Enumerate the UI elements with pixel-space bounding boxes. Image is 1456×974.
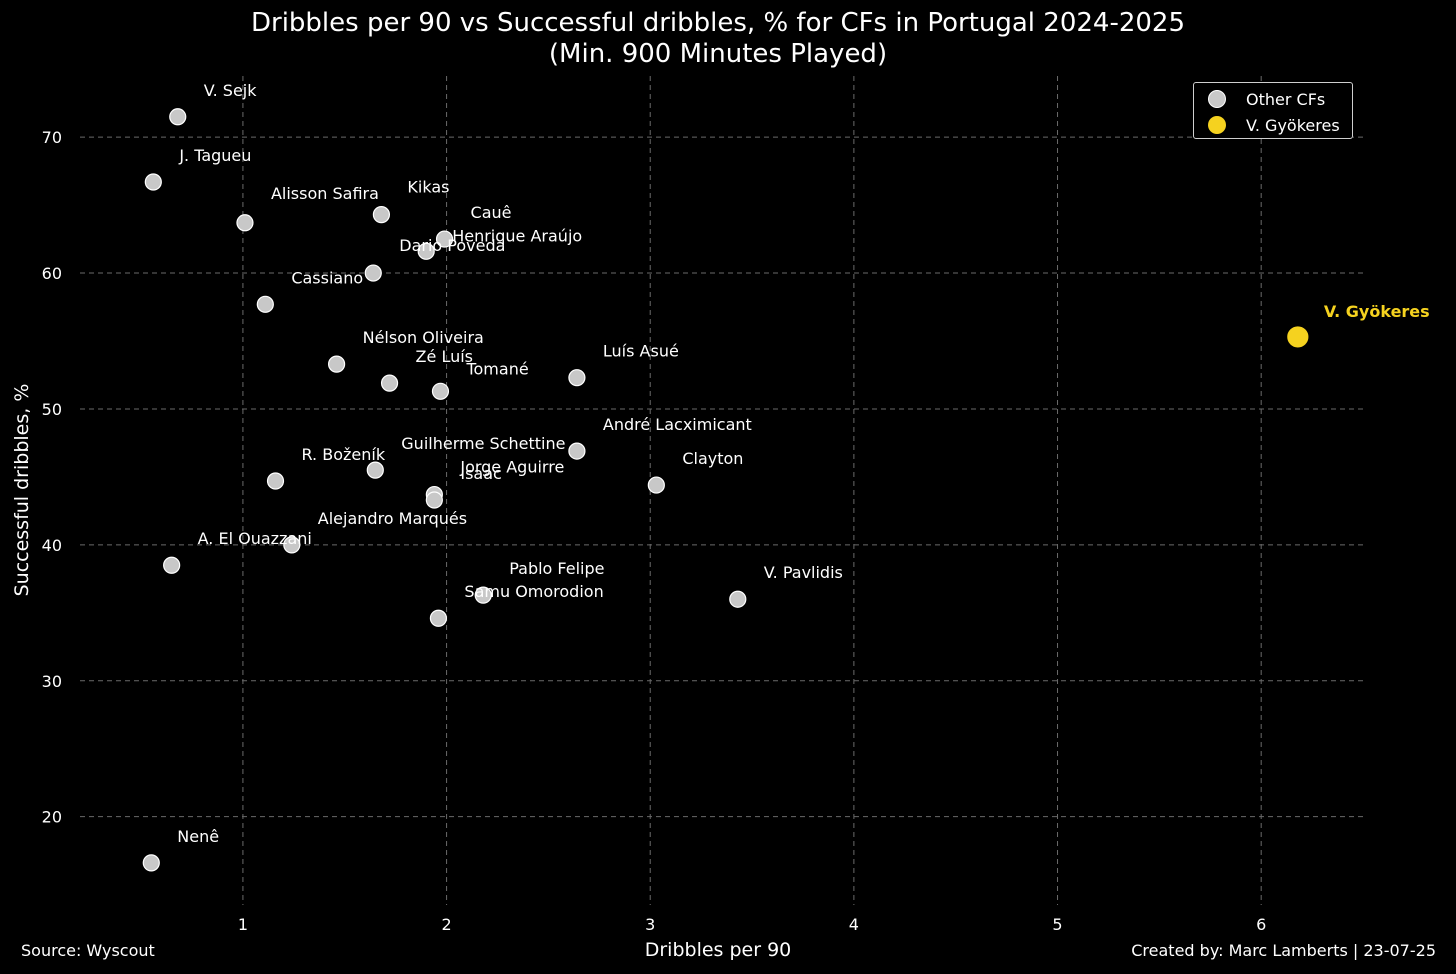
point-label: Isaac [460, 464, 501, 483]
data-point [283, 536, 301, 554]
data-point [417, 242, 435, 260]
chart-legend: Other CFs V. Gyökeres [1193, 82, 1353, 139]
point-label: Samu Omorodion [464, 582, 603, 601]
point-label: V. Sejk [204, 81, 258, 100]
data-point [364, 264, 382, 282]
y-tick-label: 30 [42, 672, 62, 691]
x-tick-label: 2 [441, 915, 451, 934]
legend-marker-highlight [1208, 116, 1226, 134]
legend-label-other: Other CFs [1246, 89, 1326, 109]
data-point [647, 476, 665, 494]
point-label: Guilherme Schettine [401, 434, 565, 453]
legend-marker-other [1208, 90, 1226, 108]
x-tick-label: 1 [238, 915, 248, 934]
chart-title: Dribbles per 90 vs Successful dribbles, … [0, 8, 1436, 70]
point-label: Alejandro Marqués [318, 509, 467, 528]
data-point [435, 230, 454, 248]
tick-labels: 1 2 3 4 5 6 20 30 40 50 60 70 [42, 128, 1267, 934]
y-tick-label: 40 [42, 536, 62, 555]
point-label: Pablo Felipe [509, 559, 604, 578]
highlight-point [1287, 326, 1309, 348]
point-label: V. Pavlidis [764, 563, 843, 582]
data-point [380, 374, 399, 392]
x-tick-label: 4 [849, 915, 859, 934]
data-point [144, 173, 162, 191]
data-point [256, 295, 274, 313]
data-point [328, 355, 346, 373]
data-point [372, 206, 391, 224]
data-points [142, 108, 1309, 872]
x-tick-label: 5 [1052, 915, 1062, 934]
point-label: Nenê [177, 827, 219, 846]
legend-item-other: Other CFs [1208, 87, 1325, 111]
point-label: Nélson Oliveira [363, 328, 484, 347]
point-label: Alisson Safira [271, 184, 379, 203]
point-label: Cassiano [291, 268, 363, 287]
y-tick-label: 50 [42, 400, 62, 419]
x-tick-label: 3 [645, 915, 655, 934]
source-note: Source: Wyscout [21, 941, 155, 960]
chart-title-line-2: (Min. 900 Minutes Played) [548, 39, 888, 69]
point-label: R. Boženík [302, 445, 386, 464]
data-point [429, 609, 448, 627]
y-tick-label: 60 [42, 264, 62, 283]
data-point [568, 369, 586, 387]
point-label: Luís Asué [603, 342, 679, 361]
data-point [425, 491, 443, 509]
data-point [266, 472, 285, 490]
y-tick-label: 70 [42, 128, 62, 147]
y-axis-label: Successful dribbles, % [11, 384, 33, 597]
data-point [163, 556, 181, 574]
point-label: Cauê [471, 203, 512, 222]
point-label: A. El Ouazzani [198, 529, 312, 548]
chart-title-line-1: Dribbles per 90 vs Successful dribbles, … [250, 8, 1185, 38]
data-point [474, 586, 492, 604]
point-label: André Lacximicant [603, 415, 752, 434]
data-point [366, 461, 384, 479]
x-axis-label: Dribbles per 90 [645, 939, 792, 961]
point-label: Jorge Aguirre [459, 458, 564, 477]
data-point [431, 382, 450, 400]
credit-note: Created by: Marc Lamberts | 23-07-25 [1131, 941, 1436, 960]
point-label: Tomané [465, 359, 528, 378]
data-point [142, 854, 160, 872]
x-tick-label: 6 [1256, 915, 1266, 934]
data-point [729, 590, 747, 608]
highlight-point-label: V. Gyökeres [1324, 302, 1430, 321]
data-point [236, 214, 254, 232]
point-label: Kikas [407, 178, 449, 197]
data-point [568, 442, 586, 460]
point-label: Dario Poveda [399, 236, 505, 255]
point-label: Henrique Araújo [452, 226, 582, 245]
point-label: Zé Luís [416, 347, 473, 366]
point-label: Clayton [682, 449, 743, 468]
y-tick-label: 20 [42, 808, 62, 827]
point-labels: V. Sejk J. Tagueu Alisson Safira Kikas Cauê H… [177, 81, 1429, 846]
data-point [169, 108, 187, 126]
legend-label-highlight: V. Gyökeres [1246, 115, 1340, 135]
grid-lines [80, 76, 1363, 905]
legend-item-highlight: V. Gyökeres [1208, 113, 1340, 137]
point-label: J. Tagueu [178, 146, 251, 165]
